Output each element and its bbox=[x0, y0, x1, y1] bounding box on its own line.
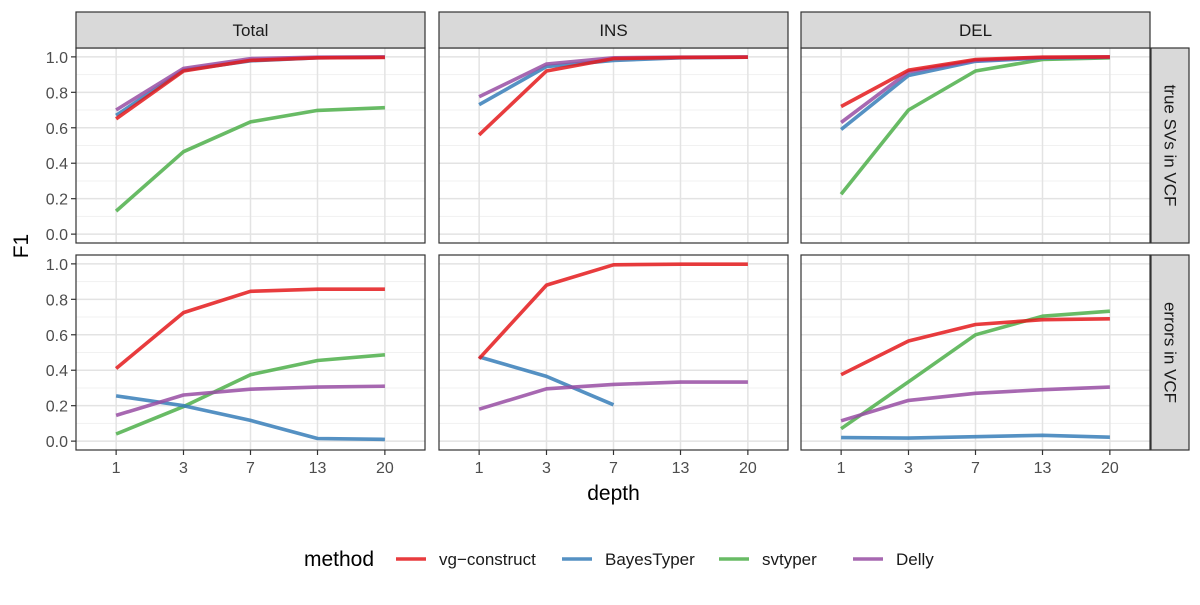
x-tick-label: 13 bbox=[672, 460, 690, 477]
facet-label: INS bbox=[599, 21, 627, 40]
series-line-bayestyper bbox=[841, 433, 1110, 440]
y-tick-label: 0.2 bbox=[46, 192, 68, 209]
x-tick-label: 1 bbox=[475, 460, 484, 477]
series-line-svtyper bbox=[114, 105, 385, 213]
series-line-vg-construct bbox=[114, 287, 385, 370]
facet-strip-ins bbox=[438, 11, 789, 49]
series-line-svtyper bbox=[840, 309, 1111, 431]
series-line-delly bbox=[478, 380, 748, 411]
x-tick-label: 7 bbox=[246, 460, 255, 477]
legend-label: Delly bbox=[896, 550, 934, 569]
series-line-vg-construct bbox=[840, 55, 1110, 109]
x-tick-label: 3 bbox=[904, 460, 913, 477]
series-line-vg-construct bbox=[477, 262, 748, 360]
legend-title: method bbox=[304, 548, 374, 571]
x-tick-label: 20 bbox=[739, 460, 757, 477]
x-tick-label: 3 bbox=[179, 460, 188, 477]
y-tick-label: 0.6 bbox=[46, 121, 68, 138]
facet-label: DEL bbox=[959, 21, 992, 40]
facet-label: errors in VCF bbox=[1161, 302, 1180, 403]
legend-label: svtyper bbox=[762, 550, 817, 569]
x-tick-label: 1 bbox=[837, 460, 846, 477]
facet-strip-row bbox=[1150, 47, 1190, 244]
series-line-bayestyper bbox=[478, 355, 615, 407]
x-tick-label: 3 bbox=[542, 460, 551, 477]
x-tick-label: 20 bbox=[1101, 460, 1119, 477]
y-axis-title: F1 bbox=[10, 234, 33, 259]
x-tick-label: 13 bbox=[309, 460, 327, 477]
y-tick-label: 0.4 bbox=[46, 363, 68, 380]
facet-strip-del bbox=[800, 11, 1151, 49]
y-tick-label: 0.8 bbox=[46, 85, 68, 102]
facet-strip-total bbox=[75, 11, 426, 49]
facet-label: true SVs in VCF bbox=[1161, 85, 1180, 207]
x-tick-label: 20 bbox=[376, 460, 394, 477]
series-line-vg-construct bbox=[840, 317, 1110, 377]
x-tick-label: 13 bbox=[1034, 460, 1052, 477]
y-tick-label: 1.0 bbox=[46, 50, 68, 67]
y-tick-label: 0.2 bbox=[46, 399, 68, 416]
y-tick-label: 0.0 bbox=[46, 434, 68, 451]
y-tick-label: 1.0 bbox=[46, 257, 68, 274]
series-line-svtyper bbox=[115, 353, 386, 436]
y-tick-label: 0.6 bbox=[46, 328, 68, 345]
series-line-vg-construct bbox=[115, 55, 385, 121]
series-line-delly bbox=[840, 385, 1110, 423]
series-line-delly bbox=[115, 384, 385, 418]
x-tick-label: 7 bbox=[609, 460, 618, 477]
legend-label: BayesTyper bbox=[605, 550, 695, 569]
series-line-vg-construct bbox=[477, 55, 748, 137]
legend-label: vg−construct bbox=[439, 550, 536, 569]
y-tick-label: 0.4 bbox=[46, 156, 68, 173]
x-axis-title: depth bbox=[587, 482, 640, 505]
y-tick-label: 0.0 bbox=[46, 227, 68, 244]
y-tick-label: 0.8 bbox=[46, 292, 68, 309]
facet-strip-row bbox=[1150, 254, 1190, 451]
x-tick-label: 1 bbox=[112, 460, 121, 477]
facet-label: Total bbox=[233, 21, 269, 40]
x-tick-label: 7 bbox=[971, 460, 980, 477]
